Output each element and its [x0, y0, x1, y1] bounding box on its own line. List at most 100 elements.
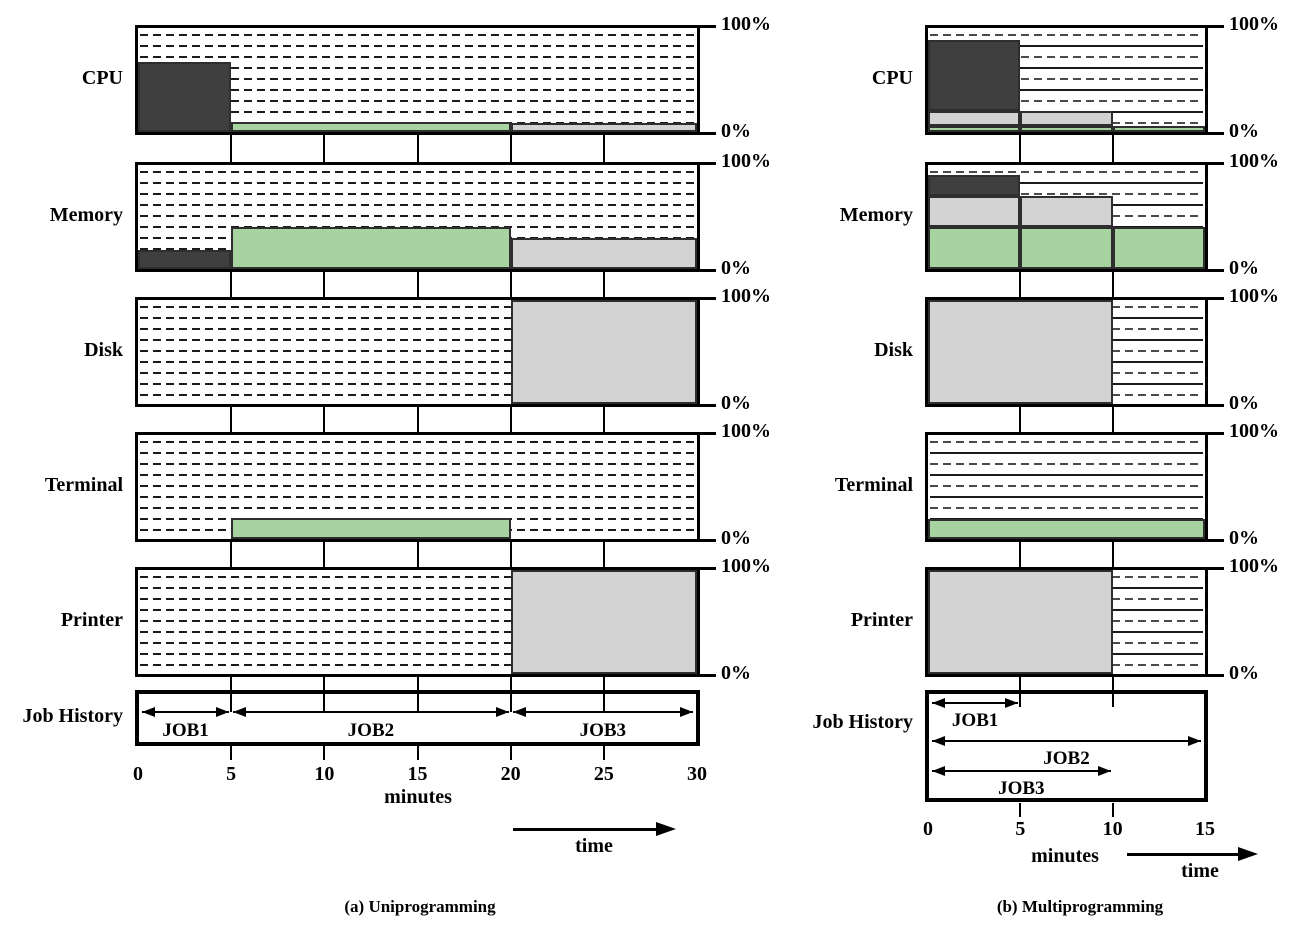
y-label-0: 0%	[721, 257, 751, 279]
grid-tick	[323, 407, 326, 432]
x-axis-label: minutes	[384, 786, 452, 808]
caption-uniprogramming: (a) Uniprogramming	[344, 897, 496, 916]
y-label-100: 100%	[1229, 285, 1279, 307]
grid-tick	[323, 677, 326, 690]
row-label-terminal: Terminal	[44, 474, 123, 496]
grid-tick	[1019, 542, 1022, 567]
axis-tick	[509, 746, 512, 760]
job-label-job2: JOB2	[347, 720, 395, 741]
bar-job2	[231, 518, 511, 539]
grid-tick	[509, 135, 512, 162]
job-arrow-job2	[932, 740, 1201, 742]
x-tick-label: 30	[687, 763, 707, 785]
jobbox-top-tick	[509, 694, 512, 712]
row-label-memory: Memory	[839, 204, 913, 226]
bar-job3	[928, 111, 1021, 126]
y-tick-100	[1206, 297, 1224, 300]
grid-tick	[416, 407, 419, 432]
y-label-0: 0%	[1229, 392, 1259, 414]
bar-job2	[1112, 227, 1205, 269]
grid-tick	[1111, 407, 1114, 432]
bar-job2	[928, 519, 1205, 539]
row-label-printer: Printer	[850, 609, 913, 631]
panel-b-cpu	[925, 25, 1208, 135]
y-tick-100	[1206, 432, 1224, 435]
bar-job2	[231, 227, 511, 269]
time-arrow-label: time	[575, 835, 613, 857]
panel-b-memory	[925, 162, 1208, 272]
y-label-100: 100%	[721, 555, 771, 577]
job-arrow-left-head	[932, 698, 945, 708]
panel-b-terminal	[925, 432, 1208, 542]
bar-job3	[1020, 111, 1113, 126]
bar-job2	[1020, 125, 1113, 132]
job-label-job1: JOB1	[162, 720, 209, 741]
grid-tick	[1111, 272, 1114, 297]
row-label-disk: Disk	[874, 339, 913, 361]
axis-tick	[230, 746, 233, 760]
bar-job2	[928, 227, 1021, 269]
jobbox-top-tick	[323, 694, 326, 712]
job-history-box-b	[925, 690, 1208, 802]
grid-tick	[230, 407, 233, 432]
job-history-box-a	[135, 690, 700, 746]
y-label-100: 100%	[1229, 13, 1279, 35]
row-label-memory: Memory	[49, 204, 123, 226]
y-tick-100	[698, 567, 716, 570]
bar-job1	[138, 62, 232, 132]
y-label-100: 100%	[1229, 555, 1279, 577]
x-tick-label: 0	[923, 818, 933, 840]
grid-tick	[602, 272, 605, 297]
grid-tick	[1019, 407, 1022, 432]
grid-tick	[230, 542, 233, 567]
job-arrow-job2	[233, 711, 509, 713]
grid-tick	[230, 272, 233, 297]
grid-tick	[1019, 135, 1022, 162]
y-tick-0	[698, 404, 716, 407]
grid-tick	[1111, 677, 1114, 690]
y-label-0: 0%	[1229, 662, 1259, 684]
bar-job3	[928, 300, 1113, 404]
grid-tick	[509, 407, 512, 432]
x-axis-label: minutes	[1031, 845, 1099, 867]
job-arrow-right-head	[1188, 736, 1201, 746]
y-tick-0	[1206, 269, 1224, 272]
grid-tick	[1111, 135, 1114, 162]
grid-tick	[509, 542, 512, 567]
y-tick-100	[698, 162, 716, 165]
row-label-printer: Printer	[60, 609, 123, 631]
bar-job3	[510, 300, 697, 404]
time-arrow-head	[656, 822, 676, 836]
axis-tick	[602, 746, 605, 760]
time-arrow	[1127, 853, 1238, 856]
bar-job2	[231, 121, 511, 132]
y-tick-0	[698, 269, 716, 272]
row-label-disk: Disk	[84, 339, 123, 361]
y-label-100: 100%	[1229, 150, 1279, 172]
grid-tick	[602, 407, 605, 432]
y-tick-0	[698, 539, 716, 542]
x-tick-label: 5	[1015, 818, 1026, 840]
y-tick-100	[698, 297, 716, 300]
grid-tick	[416, 542, 419, 567]
job-arrow-right-head	[495, 707, 509, 717]
bar-job2	[1112, 125, 1205, 132]
y-label-0: 0%	[1229, 257, 1259, 279]
job-arrow-left-head	[233, 707, 247, 717]
y-label-100: 100%	[1229, 420, 1279, 442]
y-label-0: 0%	[721, 120, 751, 142]
grid-tick	[602, 542, 605, 567]
y-tick-0	[698, 674, 716, 677]
grid-tick	[416, 677, 419, 690]
y-tick-100	[1206, 567, 1224, 570]
panel-a-terminal	[135, 432, 700, 542]
bar-job3	[510, 122, 697, 132]
bar-job1	[928, 40, 1021, 112]
job-label-job3: JOB3	[998, 778, 1045, 799]
bar-job2	[1020, 227, 1113, 269]
y-label-0: 0%	[1229, 120, 1259, 142]
job-arrow-right-head	[680, 707, 693, 717]
bar-job3	[1020, 196, 1113, 228]
grid-tick	[323, 542, 326, 567]
